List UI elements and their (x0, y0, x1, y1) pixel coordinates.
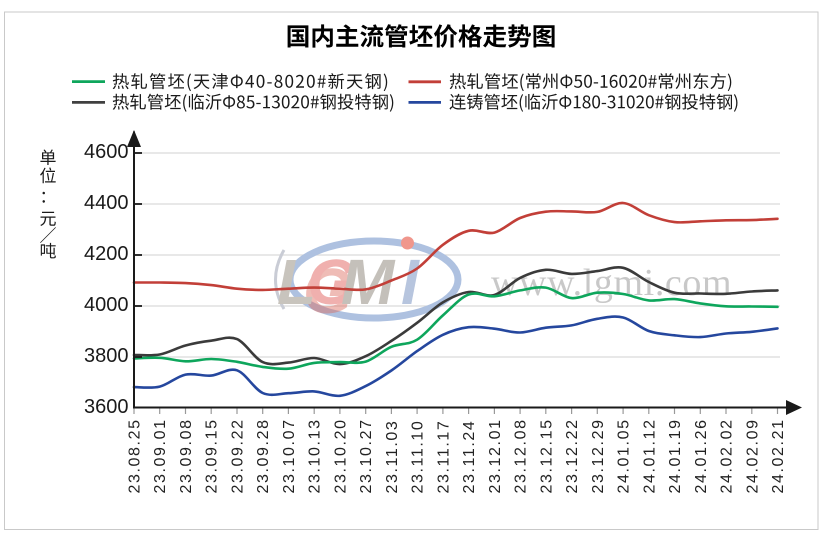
svg-text:24.01.26: 24.01.26 (693, 418, 710, 493)
svg-text:23.09.22: 23.09.22 (230, 418, 247, 493)
svg-text:23.11.10: 23.11.10 (410, 420, 427, 494)
svg-text:23.10.27: 23.10.27 (358, 418, 375, 493)
svg-text:23.12.29: 23.12.29 (590, 418, 607, 493)
svg-text:23.08.25: 23.08.25 (127, 418, 144, 493)
svg-text:4000: 4000 (84, 294, 129, 316)
svg-text:23.09.15: 23.09.15 (204, 418, 221, 493)
svg-text:G: G (303, 255, 353, 327)
svg-text:23.11.03: 23.11.03 (384, 420, 401, 494)
svg-text:24.02.09: 24.02.09 (744, 418, 761, 493)
svg-text:23.10.20: 23.10.20 (332, 418, 349, 493)
svg-text:4200: 4200 (84, 243, 129, 265)
svg-text:23.10.13: 23.10.13 (307, 418, 324, 493)
svg-text:3800: 3800 (84, 345, 129, 367)
svg-text:23.12.01: 23.12.01 (487, 418, 504, 493)
svg-text:23.10.07: 23.10.07 (281, 418, 298, 493)
svg-text:23.09.08: 23.09.08 (178, 418, 195, 493)
svg-text:23.12.08: 23.12.08 (513, 418, 530, 493)
svg-text:3600: 3600 (84, 396, 129, 418)
svg-text:24.01.19: 24.01.19 (667, 418, 684, 493)
svg-text:24.01.12: 24.01.12 (641, 418, 658, 493)
svg-text:23.09.01: 23.09.01 (152, 418, 169, 493)
svg-text:24.01.05: 24.01.05 (616, 418, 633, 493)
svg-text:23.11.17: 23.11.17 (435, 420, 452, 494)
svg-text:24.02.02: 24.02.02 (719, 418, 736, 493)
svg-text:23.12.15: 23.12.15 (538, 418, 555, 493)
svg-text:4600: 4600 (84, 141, 129, 163)
svg-text:23.09.28: 23.09.28 (255, 418, 272, 493)
svg-text:24.02.21: 24.02.21 (770, 418, 787, 493)
svg-text:23.12.22: 23.12.22 (564, 418, 581, 493)
svg-text:4400: 4400 (84, 192, 129, 214)
svg-text:23.11.24: 23.11.24 (461, 420, 478, 494)
